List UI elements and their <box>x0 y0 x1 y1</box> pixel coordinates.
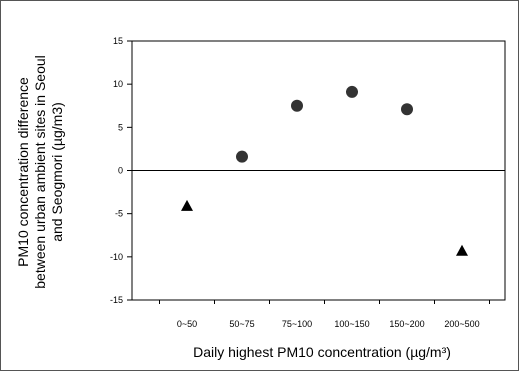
data-point-circle <box>236 150 248 163</box>
y-tick-label: 5 <box>118 122 123 132</box>
y-axis-title-line: between urban ambient sites in Seoul <box>32 55 48 288</box>
y-axis-title: PM10 concentration difference between urb… <box>15 55 65 288</box>
data-point-triangle <box>456 244 468 256</box>
x-tick-label: 75~100 <box>282 319 312 329</box>
y-tick-label: 15 <box>113 36 123 46</box>
x-tick-label: 200~500 <box>444 319 479 329</box>
y-tick-label: -15 <box>110 295 123 305</box>
y-axis-title-line: and Seogmori (µg/m3) <box>49 102 65 242</box>
x-axis-title: Daily highest PM10 concentration (µg/m³) <box>193 344 451 360</box>
axis-ticks: 15 10 5 0 -5 -10 -15 0~50 50~75 75~100 100~150 150~… <box>110 36 505 329</box>
y-tick-label: -5 <box>115 209 123 219</box>
x-tick-label: 0~50 <box>177 319 197 329</box>
data-point-circle <box>346 85 358 98</box>
y-tick-label: -10 <box>110 252 123 262</box>
x-tick-label: 50~75 <box>229 319 254 329</box>
y-axis-title-line: PM10 concentration difference <box>15 77 31 267</box>
data-point-triangle <box>181 199 193 211</box>
y-tick-label: 10 <box>113 79 123 89</box>
x-tick-label: 100~150 <box>334 319 369 329</box>
data-point-circle <box>291 99 303 112</box>
data-point-circle <box>401 103 413 116</box>
x-tick-label: 150~200 <box>389 319 424 329</box>
y-tick-label: 0 <box>118 166 123 176</box>
data-points <box>181 85 468 256</box>
